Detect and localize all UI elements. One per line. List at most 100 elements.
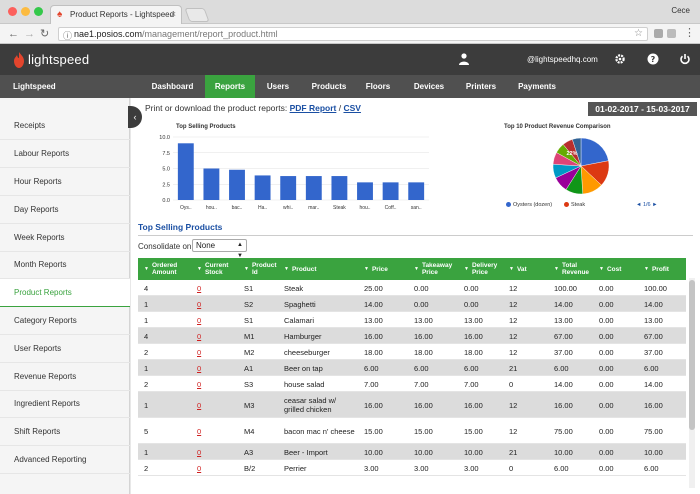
gear-icon[interactable] <box>614 53 626 65</box>
maximize-window-button[interactable] <box>34 7 43 16</box>
current-stock-link[interactable]: 0 <box>197 347 202 357</box>
sort-arrow-icon[interactable]: ▼ <box>509 265 514 272</box>
user-email[interactable]: @lightspeedhq.com <box>527 55 598 64</box>
sidebar-item-month-reports[interactable]: Month Reports <box>0 251 130 279</box>
user-icon[interactable] <box>459 53 469 65</box>
sidebar-item-user-reports[interactable]: User Reports <box>0 335 130 363</box>
sidebar-item-category-reports[interactable]: Category Reports <box>0 307 130 335</box>
table-cell: 100.00 <box>554 283 577 293</box>
site-info-icon[interactable]: ⓘ <box>63 31 73 41</box>
nav-item-devices[interactable]: Devices <box>413 82 445 91</box>
column-header[interactable]: ▼ Current Stock <box>191 258 238 280</box>
sort-arrow-icon[interactable]: ▼ <box>144 265 149 272</box>
current-stock-link[interactable]: 0 <box>197 463 202 473</box>
column-header[interactable]: ▼ Takeaway Price <box>408 258 458 280</box>
column-header[interactable]: ▼ Cost <box>593 258 638 280</box>
current-stock-link[interactable]: 0 <box>197 400 202 410</box>
current-stock-link[interactable]: 0 <box>197 447 202 457</box>
sidebar-item-hour-reports[interactable]: Hour Reports <box>0 168 130 196</box>
extension-icon[interactable] <box>654 29 663 38</box>
table-row[interactable]: 2 0 S3 house salad 7.00 7.00 7.00 0 14.00 0.00 14.… <box>138 376 686 392</box>
collapse-sidebar-button[interactable]: ‹ <box>128 106 142 128</box>
nav-item-printers[interactable]: Printers <box>465 82 497 91</box>
table-scrollbar[interactable] <box>689 278 695 488</box>
table-cell: 67.00 <box>554 331 573 341</box>
browser-tab[interactable]: ♠ Product Reports - Lightspeed × <box>50 5 182 24</box>
browser-user-name[interactable]: Cece <box>671 6 690 15</box>
table-row[interactable]: 1 0 M3 ceasar salad w/ grilled chicken 16.00… <box>138 392 686 418</box>
column-header[interactable]: ▼ Price <box>358 258 408 280</box>
table-row[interactable]: 1 0 A3 Beer - Import 10.00 10.00 10.00 21 10.00 0… <box>138 444 686 460</box>
sidebar-item-product-reports[interactable]: Product Reports <box>0 279 130 307</box>
sort-arrow-icon[interactable]: ▼ <box>244 265 249 272</box>
tab-close-icon[interactable]: × <box>170 9 176 19</box>
table-row[interactable]: 1 0 A1 Beer on tap 6.00 6.00 6.00 21 6.00 0.00 6.0… <box>138 360 686 376</box>
reload-icon[interactable]: ↻ <box>40 28 50 40</box>
column-header[interactable]: ▼ Product <box>278 258 358 280</box>
nav-item-reports[interactable]: Reports <box>205 75 255 98</box>
sort-arrow-icon[interactable]: ▼ <box>599 265 604 272</box>
csv-link[interactable]: CSV <box>343 103 361 113</box>
table-row[interactable]: 2 0 M2 cheeseburger 18.00 18.00 18.00 12 37.00 0.… <box>138 344 686 360</box>
sort-arrow-icon[interactable]: ▼ <box>284 265 289 272</box>
consolidate-select[interactable]: None ▲ ▼ <box>192 239 247 259</box>
scrollbar-thumb[interactable] <box>689 280 695 430</box>
sort-arrow-icon[interactable]: ▼ <box>464 265 469 272</box>
new-tab-button[interactable] <box>184 8 210 22</box>
sidebar-item-ingredient-reports[interactable]: Ingredient Reports <box>0 390 130 418</box>
sort-arrow-icon[interactable]: ▼ <box>364 265 369 272</box>
current-stock-link[interactable]: 0 <box>197 299 202 309</box>
sidebar-item-labour-reports[interactable]: Labour Reports <box>0 140 130 168</box>
table-row[interactable]: 1 0 S2 Spaghetti 14.00 0.00 0.00 12 14.00 0.00 14.… <box>138 296 686 312</box>
nav-item-users[interactable]: Users <box>266 82 290 91</box>
current-stock-link[interactable]: 0 <box>197 363 202 373</box>
column-header[interactable]: ▼ Profit <box>638 258 686 280</box>
url-input[interactable]: ⓘ nae1.posios.com/management/report_prod… <box>58 27 648 41</box>
extension-icon[interactable] <box>667 29 676 38</box>
power-icon[interactable] <box>679 53 691 65</box>
sort-arrow-icon[interactable]: ▼ <box>197 265 202 272</box>
menu-icon[interactable]: ⋮ <box>684 27 695 39</box>
minimize-window-button[interactable] <box>21 7 30 16</box>
bookmark-star-icon[interactable]: ☆ <box>634 28 643 39</box>
column-header[interactable]: ▼ Vat <box>503 258 548 280</box>
sidebar-item-revenue-reports[interactable]: Revenue Reports <box>0 363 130 391</box>
sort-arrow-icon[interactable]: ▼ <box>414 265 419 272</box>
table-row[interactable]: 1 0 S1 Calamari 13.00 13.00 13.00 12 13.00 0.00 13… <box>138 312 686 328</box>
table-row[interactable]: 2 0 B/2 Perrier 3.00 3.00 3.00 0 6.00 0.00 6.00 <box>138 460 686 476</box>
help-icon[interactable]: ? <box>647 53 659 65</box>
sidebar-item-shift-reports[interactable]: Shift Reports <box>0 418 130 446</box>
nav-item-payments[interactable]: Payments <box>518 82 556 91</box>
logo-text[interactable]: lightspeed <box>28 52 90 67</box>
current-stock-link[interactable]: 0 <box>197 315 202 325</box>
nav-brand[interactable]: Lightspeed <box>13 82 56 91</box>
back-arrow-icon[interactable]: ← <box>8 28 19 40</box>
current-stock-link[interactable]: 0 <box>197 379 202 389</box>
table-row[interactable]: 4 0 M1 Hamburger 16.00 16.00 16.00 12 67.00 0.00 6… <box>138 328 686 344</box>
nav-item-dashboard[interactable]: Dashboard <box>151 82 194 91</box>
table-row[interactable]: 5 0 M4 bacon mac n' cheese 15.00 15.00 15.00 12… <box>138 418 686 444</box>
sidebar-item-advanced-reporting[interactable]: Advanced Reporting <box>0 446 130 474</box>
close-window-button[interactable] <box>8 7 17 16</box>
column-header[interactable]: ▼ Delivery Price <box>458 258 503 280</box>
column-header[interactable]: ▼ Ordered Amount <box>138 258 191 280</box>
current-stock-link[interactable]: 0 <box>197 283 202 293</box>
table-cell: M4 <box>244 426 255 436</box>
sidebar-item-week-reports[interactable]: Week Reports <box>0 224 130 252</box>
nav-item-floors[interactable]: Floors <box>365 82 391 91</box>
column-header[interactable]: ▼ Total Revenue <box>548 258 593 280</box>
forward-arrow-icon[interactable]: → <box>24 28 35 40</box>
pdf-report-link[interactable]: PDF Report <box>289 103 337 113</box>
bar <box>203 168 220 200</box>
nav-item-products[interactable]: Products <box>311 82 347 91</box>
sidebar-item-receipts[interactable]: Receipts <box>0 112 130 140</box>
legend-pager[interactable]: ◄ 1/6 ► <box>636 202 658 208</box>
sidebar-item-day-reports[interactable]: Day Reports <box>0 196 130 224</box>
current-stock-link[interactable]: 0 <box>197 426 202 436</box>
sort-arrow-icon[interactable]: ▼ <box>644 265 649 272</box>
date-range-picker[interactable]: 01-02-2017 - 15-03-2017 <box>588 102 697 116</box>
current-stock-link[interactable]: 0 <box>197 331 202 341</box>
column-header[interactable]: ▼ Product Id <box>238 258 278 280</box>
sort-arrow-icon[interactable]: ▼ <box>554 265 559 272</box>
table-row[interactable]: 4 0 S1 Steak 25.00 0.00 0.00 12 100.00 0.00 100.00 <box>138 280 686 296</box>
